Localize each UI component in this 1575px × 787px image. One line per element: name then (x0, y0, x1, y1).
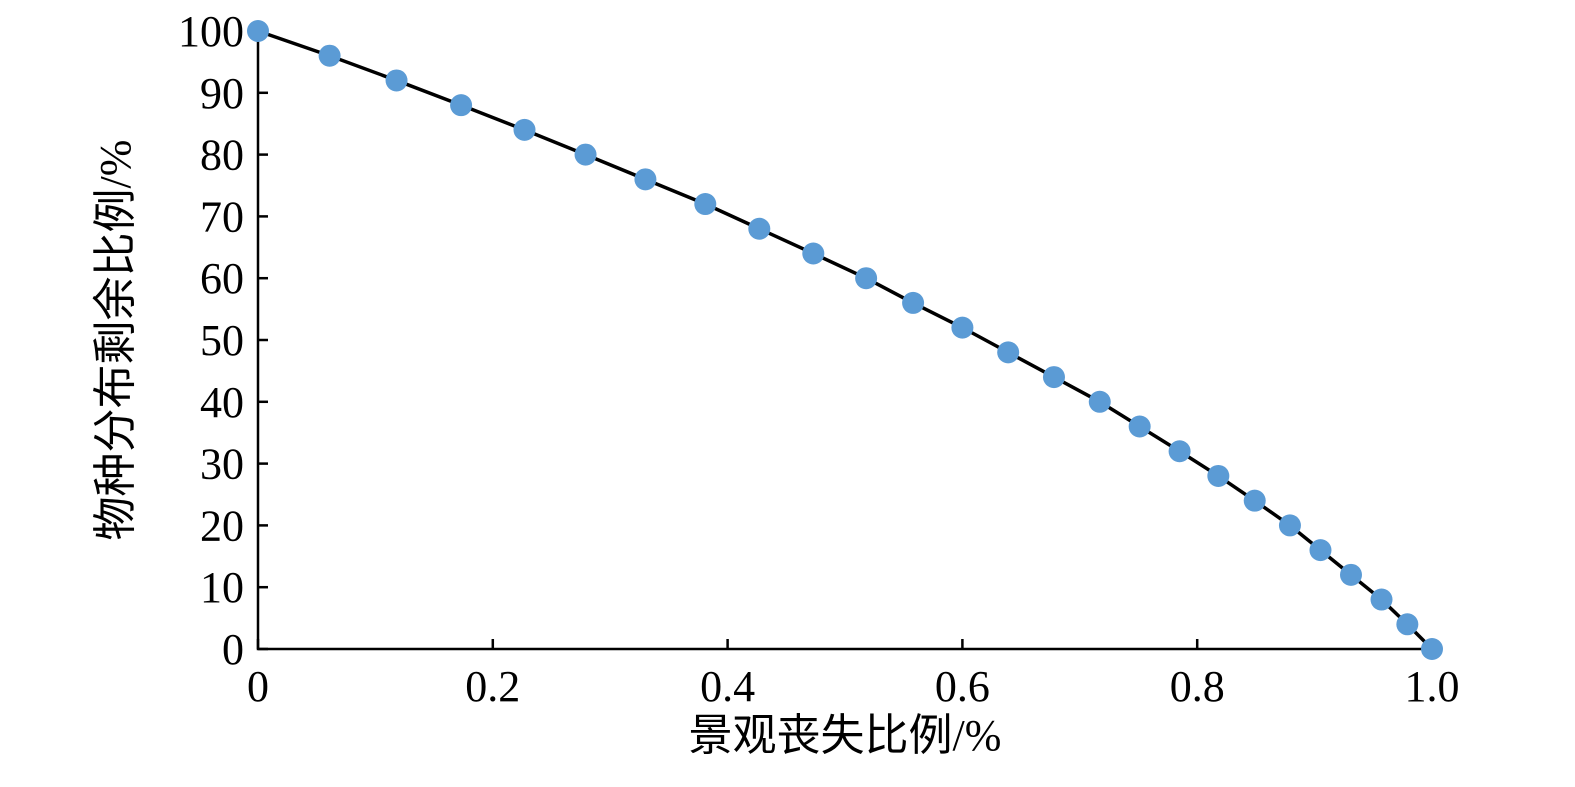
x-tick-label: 0 (247, 662, 269, 711)
marker (1370, 588, 1393, 611)
marker (513, 118, 536, 141)
axes (256, 31, 1432, 651)
y-tick-label: 80 (200, 131, 244, 180)
marker (318, 44, 341, 67)
y-axis-label: 物种分布剩余比例/% (91, 140, 140, 541)
marker (574, 143, 597, 166)
y-tick-label: 10 (200, 563, 244, 612)
marker (1243, 489, 1266, 512)
marker (1339, 563, 1362, 586)
marker (1128, 415, 1151, 438)
x-tick-label: 0.4 (700, 662, 755, 711)
marker (855, 267, 878, 290)
marker (1088, 390, 1111, 413)
x-axis-label: 景观丧失比例/% (689, 711, 1002, 760)
y-tick-label: 20 (200, 501, 244, 550)
marker (1421, 638, 1443, 660)
marker (385, 69, 408, 92)
marker (748, 217, 771, 240)
marker (1309, 539, 1332, 562)
marker (694, 193, 717, 216)
x-tick-label: 0.8 (1170, 662, 1225, 711)
x-tick-label: 0.6 (935, 662, 990, 711)
marker (1042, 366, 1065, 389)
marker (1278, 514, 1301, 537)
marker (1396, 613, 1419, 636)
line (257, 29, 1434, 651)
marker (634, 168, 657, 191)
y-tick-label: 0 (222, 625, 244, 674)
y-tick-label: 40 (200, 378, 244, 427)
y-tick-label: 90 (200, 69, 244, 118)
y-tick-label: 50 (200, 316, 244, 365)
x-tick-label: 0.2 (465, 662, 520, 711)
y-tick-label: 30 (200, 440, 244, 489)
marker (951, 316, 974, 339)
y-tick-label: 60 (200, 254, 244, 303)
marker (802, 242, 825, 265)
marker (1168, 440, 1191, 463)
y-tick-label: 70 (200, 192, 244, 241)
marker (450, 94, 473, 117)
marker (997, 341, 1020, 364)
x-tick-label: 1.0 (1405, 662, 1460, 711)
marker (902, 291, 925, 314)
marker (247, 20, 269, 42)
y-tick-label: 100 (178, 7, 244, 56)
marker (1207, 464, 1230, 487)
